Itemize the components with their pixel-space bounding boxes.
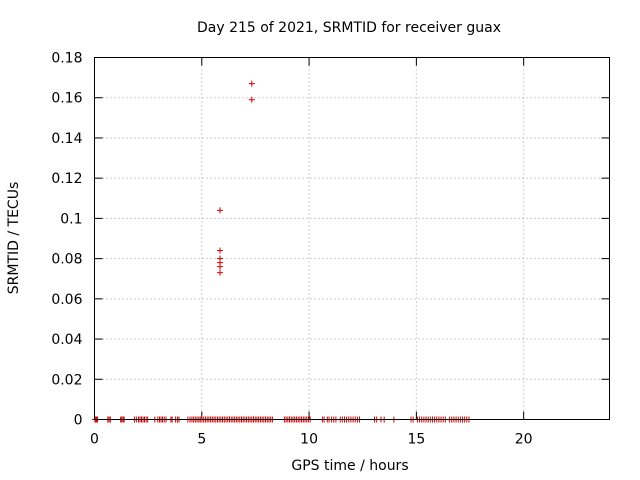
- data-point: [217, 247, 224, 254]
- data-point: [217, 207, 224, 214]
- data-point: [217, 263, 224, 270]
- x-tick-label: 15: [407, 432, 425, 448]
- plot-frame: [94, 57, 610, 420]
- y-tick-label: 0: [74, 413, 83, 429]
- y-tick-label: 0.16: [51, 91, 82, 107]
- y-tick-label: 0.12: [51, 171, 82, 187]
- x-tick-label: 5: [197, 432, 206, 448]
- y-tick-label: 0.18: [51, 51, 82, 67]
- y-tick-label: 0.06: [51, 292, 82, 308]
- y-tick-label: 0.1: [60, 211, 82, 227]
- x-tick-label: 20: [515, 432, 533, 448]
- x-tick-label: 0: [90, 432, 99, 448]
- y-tick-label: 0.08: [51, 252, 82, 268]
- y-axis-label: SRMTID / TECUs: [6, 182, 22, 295]
- x-axis-label: GPS time / hours: [291, 458, 408, 474]
- grid-lines: [94, 57, 610, 420]
- y-axis-ticks: 0 0.02 0.04 0.06 0.08 0.1 0.12 0.14 0.16 0.18: [51, 51, 610, 429]
- y-tick-label: 0.04: [51, 332, 82, 348]
- data-point: [217, 269, 224, 276]
- data-point: [248, 80, 255, 87]
- x-tick-label: 10: [300, 432, 318, 448]
- data-point: [248, 96, 255, 103]
- y-tick-label: 0.14: [51, 131, 82, 147]
- y-tick-label: 0.02: [51, 372, 82, 388]
- chart-title: Day 215 of 2021, SRMTID for receiver gua…: [197, 20, 501, 36]
